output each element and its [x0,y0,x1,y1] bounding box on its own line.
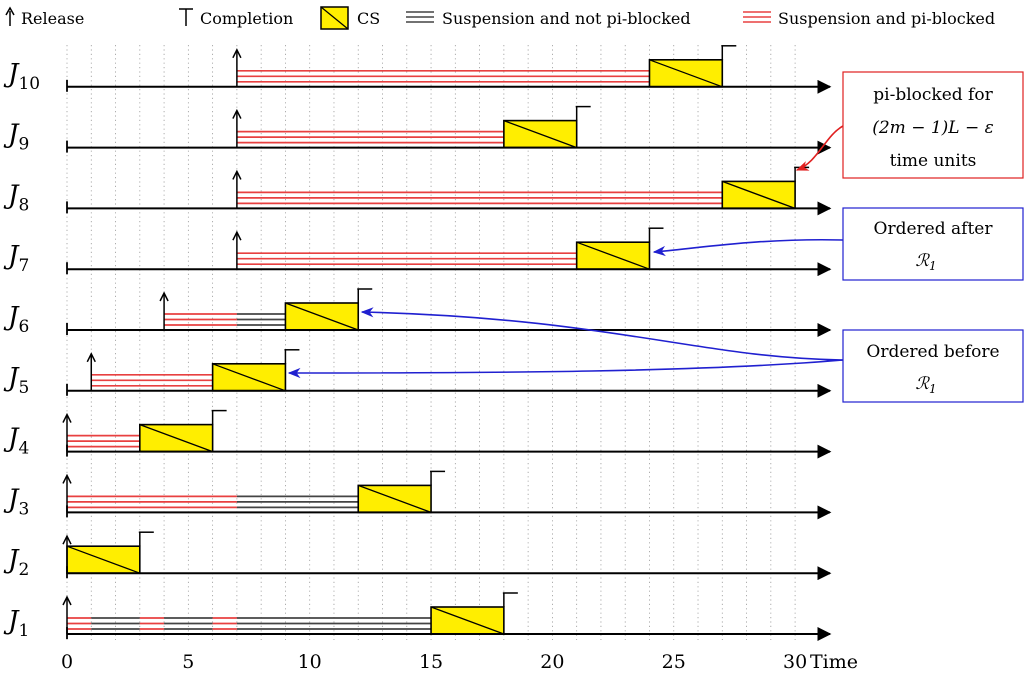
legend-suspension-not: Suspension and not pi-blocked [406,9,691,28]
job-label: J5 [3,363,29,398]
tick-label: 25 [662,651,686,673]
release-arrow-head [232,230,242,241]
job-label: J6 [3,302,29,337]
release-arrow-head [62,534,72,545]
tick-label: 0 [61,651,73,673]
annotation-pi-blocked: pi-blocked for (2m − 1)L − ε time units [795,71,1024,179]
job-label: J9 [3,120,29,155]
x-axis-label: Time [810,651,858,673]
job-row-3: J3 [3,470,832,520]
release-arrow-head [232,48,242,59]
job-label: J3 [3,484,29,519]
job-label-name: J [3,120,20,150]
job-label-name: J [3,180,20,210]
job-row-8: J8 [3,166,832,216]
job-row-6: J6 [3,288,832,337]
time-axis: 0 5 10 15 20 25 30 [61,651,807,673]
job-label-index: 10 [18,74,40,94]
job-label: J1 [3,606,29,641]
job-label-name: J [3,484,20,514]
ordered-before-arrow-j5 [287,359,844,379]
job-label-name: J [3,302,20,332]
annotation-ordered-before: Ordered before ℛ1 [287,307,1024,403]
release-arrow-head [159,291,169,302]
legend-suspension-pi: Suspension and pi-blocked [743,9,995,28]
ordered-after-arrow [652,238,844,257]
tick-label: 20 [540,651,564,673]
release-arrow-head [62,412,72,423]
job-label-index: 7 [18,256,29,276]
legend-release: Release [5,6,84,28]
job-row-5: J5 [3,349,832,398]
job-label-name: J [3,424,20,454]
release-arrow-head [232,169,242,180]
cs-diagonal [358,484,432,514]
ordered-before-line2: ℛ1 [915,374,936,396]
legend-completion: Completion [179,8,293,28]
legend-release-label: Release [21,9,84,28]
legend-cs-label: CS [357,9,380,28]
job-row-2: J2 [3,531,832,581]
cs-diagonal [649,59,723,88]
job-label-index: 3 [18,499,29,519]
release-arrow-head [232,108,242,119]
pi-blocked-line2: (2m − 1)L − ε [872,118,994,138]
job-label-name: J [3,59,20,89]
cs-diagonal [66,545,141,574]
legend-completion-label: Completion [200,9,293,28]
job-label-index: 5 [18,378,29,398]
pi-blocked-line3: time units [890,151,977,171]
cs-diagonal [430,606,505,635]
pi-blocked-arrow [795,125,844,171]
cs-diagonal [722,180,796,210]
tick-label: 15 [419,651,443,673]
job-label: J8 [3,180,29,215]
tick-label: 30 [783,651,807,673]
ordered-after-line2: ℛ1 [915,251,936,273]
job-label-name: J [3,606,20,636]
ordered-before-line1: Ordered before [866,342,999,362]
cs-diagonal [285,302,359,331]
job-label: J7 [3,241,29,276]
job-label-name: J [3,241,20,271]
time-grid [66,45,796,640]
job-label-name: J [3,363,20,393]
job-label-index: 6 [18,317,29,337]
release-arrow-head [62,473,72,484]
release-arrow-head [86,352,96,363]
job-label-name: J [3,545,20,575]
tick-label: 5 [182,651,194,673]
legend: Release Completion CS Suspension and not… [5,6,995,30]
job-label-index: 9 [18,135,29,155]
cs-diagonal [503,119,577,149]
legend-suspension-pi-label: Suspension and pi-blocked [778,9,995,28]
annotation-ordered-after: Ordered after ℛ1 [652,207,1024,281]
legend-cs: CS [320,6,380,30]
ordered-before-arrow-j6 [360,307,844,361]
job-row-1: J1 [3,592,832,641]
job-row-7: J7 [3,227,832,277]
job-label-index: 2 [18,560,29,580]
job-row-9: J9 [3,105,832,155]
ordered-after-line1: Ordered after [874,219,994,239]
cs-diagonal [576,241,650,270]
job-row-4: J4 [3,409,832,459]
job-row-10: J10 [3,45,832,94]
job-label: J4 [3,424,29,459]
cs-diagonal [139,423,213,453]
job-label-index: 1 [18,621,29,641]
tick-label: 10 [298,651,322,673]
cs-diagonal [212,363,286,392]
release-arrow-head [62,595,72,606]
legend-suspension-not-label: Suspension and not pi-blocked [442,9,691,28]
job-label-index: 4 [18,439,29,459]
job-label: J10 [3,59,40,94]
job-label: J2 [3,545,29,580]
pi-blocked-line1: pi-blocked for [873,85,993,105]
job-label-index: 8 [18,195,29,215]
